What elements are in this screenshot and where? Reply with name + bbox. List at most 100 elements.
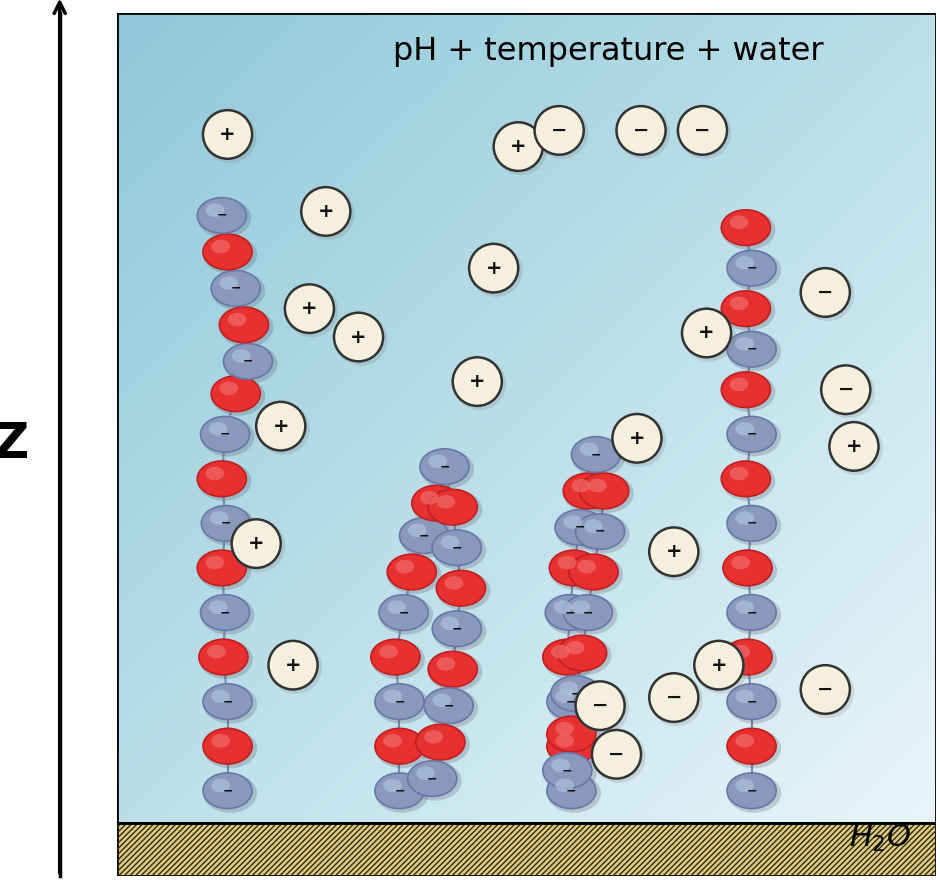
Ellipse shape (429, 455, 447, 468)
Ellipse shape (219, 308, 274, 347)
Ellipse shape (557, 556, 576, 569)
Text: −: − (574, 521, 585, 534)
Ellipse shape (547, 773, 596, 809)
Circle shape (453, 357, 502, 406)
Circle shape (592, 730, 641, 779)
Ellipse shape (408, 761, 462, 801)
Text: +: + (248, 534, 264, 554)
Ellipse shape (542, 639, 592, 675)
Circle shape (286, 285, 338, 337)
Ellipse shape (572, 600, 590, 614)
Circle shape (257, 402, 306, 451)
Ellipse shape (727, 773, 776, 809)
Circle shape (301, 187, 351, 236)
Ellipse shape (197, 462, 251, 501)
Text: −: − (565, 606, 575, 619)
Circle shape (576, 682, 629, 735)
Ellipse shape (575, 514, 630, 554)
Text: −: − (427, 772, 437, 785)
Ellipse shape (566, 641, 585, 655)
Circle shape (592, 730, 646, 783)
Text: −: − (633, 121, 650, 140)
Ellipse shape (212, 734, 230, 748)
Ellipse shape (203, 685, 257, 723)
Ellipse shape (200, 417, 255, 457)
Ellipse shape (727, 506, 781, 546)
Text: −: − (566, 784, 577, 797)
Circle shape (232, 520, 285, 572)
Circle shape (469, 244, 518, 292)
Ellipse shape (432, 611, 481, 647)
Text: −: − (746, 606, 757, 619)
Text: −: − (746, 784, 757, 797)
Ellipse shape (379, 596, 433, 634)
Ellipse shape (727, 729, 781, 768)
Ellipse shape (727, 251, 781, 290)
Ellipse shape (563, 595, 612, 630)
Ellipse shape (554, 600, 572, 614)
Ellipse shape (735, 734, 754, 748)
Text: +: + (666, 542, 682, 561)
Circle shape (269, 642, 322, 693)
Ellipse shape (542, 753, 597, 793)
Circle shape (613, 414, 666, 467)
Text: −: − (595, 525, 605, 538)
Ellipse shape (384, 779, 402, 792)
Ellipse shape (212, 377, 265, 415)
Ellipse shape (727, 250, 776, 286)
Ellipse shape (735, 422, 754, 436)
Ellipse shape (412, 485, 461, 521)
Ellipse shape (545, 596, 600, 634)
Circle shape (203, 111, 257, 163)
Ellipse shape (729, 378, 748, 391)
Ellipse shape (549, 550, 599, 586)
Ellipse shape (580, 473, 629, 509)
Ellipse shape (424, 688, 473, 723)
Circle shape (535, 106, 584, 155)
Ellipse shape (723, 551, 777, 590)
Ellipse shape (735, 690, 754, 703)
Ellipse shape (420, 449, 469, 485)
Circle shape (678, 106, 727, 155)
Ellipse shape (203, 773, 252, 809)
Ellipse shape (375, 773, 424, 809)
Ellipse shape (563, 596, 618, 634)
Ellipse shape (727, 505, 776, 541)
Ellipse shape (428, 651, 478, 687)
Text: Z: Z (0, 421, 29, 468)
Ellipse shape (557, 636, 612, 675)
Ellipse shape (445, 576, 463, 590)
Ellipse shape (436, 571, 491, 610)
Ellipse shape (387, 554, 436, 590)
Ellipse shape (408, 524, 427, 537)
Ellipse shape (384, 734, 402, 748)
Ellipse shape (200, 595, 250, 630)
Text: $H_2O$: $H_2O$ (849, 823, 911, 854)
Circle shape (203, 110, 252, 158)
Ellipse shape (424, 730, 443, 744)
Ellipse shape (547, 716, 596, 752)
Ellipse shape (212, 240, 230, 253)
Circle shape (494, 123, 547, 175)
Text: −: − (592, 696, 608, 715)
Ellipse shape (547, 684, 596, 720)
Ellipse shape (557, 635, 606, 671)
Circle shape (830, 422, 883, 475)
Circle shape (535, 106, 588, 159)
Ellipse shape (721, 209, 771, 246)
Ellipse shape (721, 461, 771, 496)
Text: −: − (444, 700, 454, 712)
Ellipse shape (580, 443, 599, 456)
Ellipse shape (436, 657, 455, 671)
Ellipse shape (415, 725, 470, 764)
Circle shape (650, 674, 703, 726)
Ellipse shape (569, 554, 623, 594)
Ellipse shape (721, 210, 776, 250)
Text: −: − (230, 282, 241, 295)
Ellipse shape (735, 337, 754, 350)
Ellipse shape (201, 505, 250, 541)
Ellipse shape (387, 600, 406, 614)
Ellipse shape (203, 684, 252, 720)
Text: −: − (419, 529, 430, 542)
Ellipse shape (721, 372, 771, 407)
